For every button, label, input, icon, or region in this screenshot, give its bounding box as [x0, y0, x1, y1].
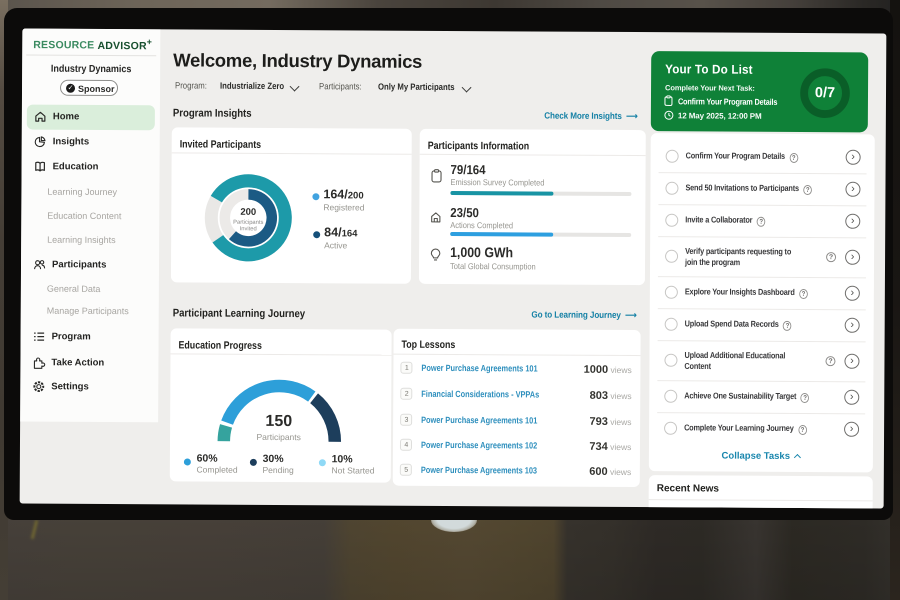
svg-text:Participants: Participants — [233, 220, 263, 226]
svg-text:200: 200 — [240, 207, 256, 218]
svg-text:Invited: Invited — [240, 226, 257, 232]
